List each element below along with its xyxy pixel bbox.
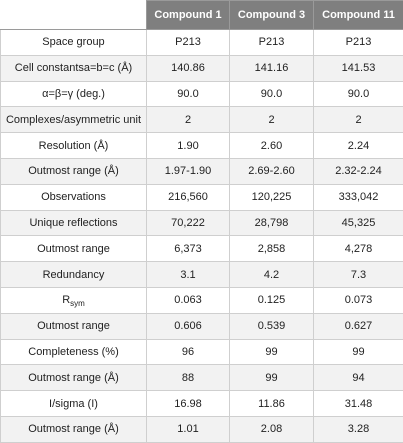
table-cell: 216,560 [147, 184, 230, 210]
table-cell: 45,325 [314, 210, 403, 236]
table-cell: 0.606 [147, 313, 230, 339]
row-label: α=β=γ (deg.) [1, 81, 147, 107]
row-label: Space group [1, 30, 147, 56]
row-label: Outmost range [1, 313, 147, 339]
table-cell: 120,225 [230, 184, 314, 210]
row-label-rsym: Rsym [1, 287, 147, 313]
table-row: Completeness (%) 96 99 99 [1, 339, 403, 365]
table-cell: 90.0 [314, 81, 403, 107]
row-label: Complexes/asymmetric unit [1, 107, 147, 133]
column-header-compound-11: Compound 11 [314, 1, 403, 30]
table-cell: 88 [147, 365, 230, 391]
table-cell: 6,373 [147, 236, 230, 262]
table-cell: 3.1 [147, 262, 230, 288]
row-label-subscript: sym [70, 300, 85, 309]
column-header-compound-1: Compound 1 [147, 1, 230, 30]
table-row: Outmost range 6,373 2,858 4,278 [1, 236, 403, 262]
header-corner-cell [1, 1, 147, 30]
table-cell: 99 [314, 339, 403, 365]
table-cell: 0.539 [230, 313, 314, 339]
table-cell: 2 [147, 107, 230, 133]
row-label: Outmost range [1, 236, 147, 262]
table-cell: 0.073 [314, 287, 403, 313]
row-label: Redundancy [1, 262, 147, 288]
table-row: I/sigma (I) 16.98 11.86 31.48 [1, 391, 403, 417]
table-cell: 3.28 [314, 416, 403, 442]
table-cell: 1.97-1.90 [147, 158, 230, 184]
row-label: Outmost range (Å) [1, 416, 147, 442]
table-cell: P213 [314, 30, 403, 56]
row-label: Resolution (Å) [1, 133, 147, 159]
table-cell: 90.0 [147, 81, 230, 107]
table-cell: 4,278 [314, 236, 403, 262]
table-cell: P213 [230, 30, 314, 56]
table-cell: 0.125 [230, 287, 314, 313]
table-cell: 1.90 [147, 133, 230, 159]
row-label: Outmost range (Å) [1, 158, 147, 184]
table-row: Outmost range (Å) 88 99 94 [1, 365, 403, 391]
table-cell: 2.08 [230, 416, 314, 442]
table-row: Outmost range (Å) 1.01 2.08 3.28 [1, 416, 403, 442]
table-cell: 70,222 [147, 210, 230, 236]
header-row: Compound 1 Compound 3 Compound 11 [1, 1, 403, 30]
table-cell: P213 [147, 30, 230, 56]
table-row: Outmost range 0.606 0.539 0.627 [1, 313, 403, 339]
table-row: α=β=γ (deg.) 90.0 90.0 90.0 [1, 81, 403, 107]
table-cell: 2.60 [230, 133, 314, 159]
column-header-compound-3: Compound 3 [230, 1, 314, 30]
table-body: Space group P213 P213 P213 Cell constant… [1, 30, 403, 443]
table-cell: 7.3 [314, 262, 403, 288]
table-row: Cell constantsa=b=c (Å) 140.86 141.16 14… [1, 55, 403, 81]
row-label-main: R [62, 294, 70, 306]
table-row: Outmost range (Å) 1.97-1.90 2.69-2.60 2.… [1, 158, 403, 184]
row-label: Unique reflections [1, 210, 147, 236]
table-cell: 2.24 [314, 133, 403, 159]
table-cell: 0.063 [147, 287, 230, 313]
row-label: I/sigma (I) [1, 391, 147, 417]
table-row: Rsym 0.063 0.125 0.073 [1, 287, 403, 313]
table-cell: 4.2 [230, 262, 314, 288]
table-cell: 141.53 [314, 55, 403, 81]
row-label: Completeness (%) [1, 339, 147, 365]
table-cell: 90.0 [230, 81, 314, 107]
table-cell: 16.98 [147, 391, 230, 417]
table-cell: 96 [147, 339, 230, 365]
table-cell: 2.32-2.24 [314, 158, 403, 184]
table-cell: 2 [230, 107, 314, 133]
table-cell: 94 [314, 365, 403, 391]
table-cell: 333,042 [314, 184, 403, 210]
table-row: Complexes/asymmetric unit 2 2 2 [1, 107, 403, 133]
table-row: Resolution (Å) 1.90 2.60 2.24 [1, 133, 403, 159]
table-cell: 99 [230, 339, 314, 365]
table-cell: 11.86 [230, 391, 314, 417]
table-cell: 28,798 [230, 210, 314, 236]
table-cell: 2,858 [230, 236, 314, 262]
table-cell: 141.16 [230, 55, 314, 81]
table-cell: 2.69-2.60 [230, 158, 314, 184]
table-row: Space group P213 P213 P213 [1, 30, 403, 56]
table-row: Redundancy 3.1 4.2 7.3 [1, 262, 403, 288]
row-label: Cell constantsa=b=c (Å) [1, 55, 147, 81]
table-cell: 31.48 [314, 391, 403, 417]
row-label: Observations [1, 184, 147, 210]
table-cell: 140.86 [147, 55, 230, 81]
table-row: Observations 216,560 120,225 333,042 [1, 184, 403, 210]
table-cell: 0.627 [314, 313, 403, 339]
table-cell: 99 [230, 365, 314, 391]
table-row: Unique reflections 70,222 28,798 45,325 [1, 210, 403, 236]
table-cell: 2 [314, 107, 403, 133]
row-label: Outmost range (Å) [1, 365, 147, 391]
table-cell: 1.01 [147, 416, 230, 442]
